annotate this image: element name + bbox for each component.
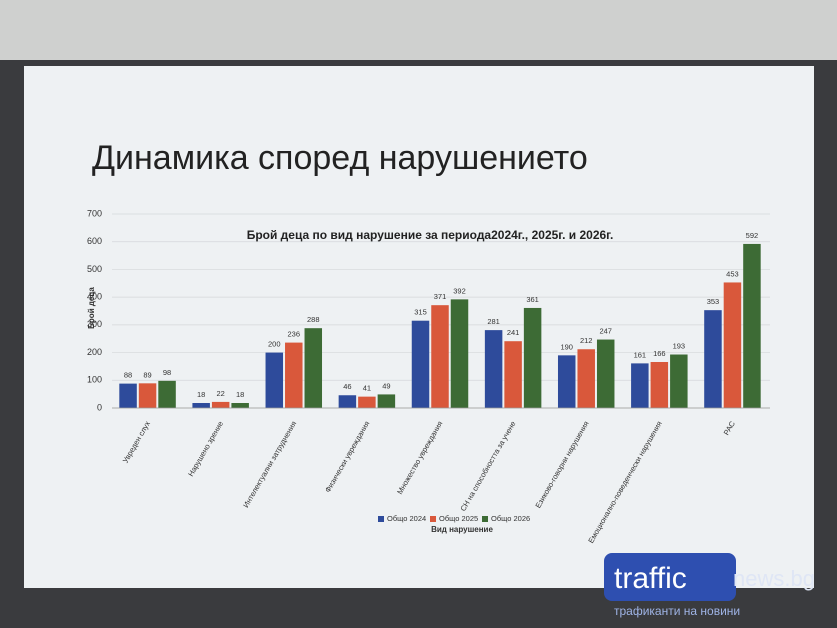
y-tick-label: 100 xyxy=(87,375,102,385)
bar xyxy=(265,352,284,408)
data-label: 212 xyxy=(580,336,593,345)
y-tick-label: 700 xyxy=(87,208,102,218)
bar xyxy=(192,403,210,408)
ceiling xyxy=(0,0,837,60)
bar xyxy=(304,328,323,408)
bar xyxy=(557,355,576,408)
bar xyxy=(158,380,176,408)
bar xyxy=(338,395,357,408)
bar xyxy=(723,282,742,408)
watermark-tagline: трафиканти на новини xyxy=(614,604,740,618)
legend-label: Общо 2025 xyxy=(439,514,478,523)
bar xyxy=(743,243,761,408)
bar xyxy=(450,299,469,408)
bar xyxy=(577,349,595,408)
data-label: 353 xyxy=(707,297,720,306)
y-tick-label: 600 xyxy=(87,236,102,246)
data-label: 361 xyxy=(526,295,539,304)
y-tick-label: 300 xyxy=(87,319,102,329)
bar xyxy=(231,403,249,408)
y-tick-label: 0 xyxy=(97,402,102,412)
data-label: 18 xyxy=(197,390,205,399)
bar xyxy=(411,320,430,408)
bar xyxy=(504,341,522,408)
data-label: 41 xyxy=(363,384,371,393)
bar xyxy=(631,363,649,408)
y-tick-label: 200 xyxy=(87,347,102,357)
chart-title: Брой деца по вид нарушение за периода202… xyxy=(247,228,614,242)
bar xyxy=(523,307,542,408)
bar xyxy=(650,361,669,408)
watermark-badge xyxy=(604,553,736,601)
watermark-suffix: news.bg xyxy=(733,566,815,591)
data-label: 190 xyxy=(560,342,573,351)
data-label: 18 xyxy=(236,390,244,399)
bar xyxy=(704,310,722,408)
bar xyxy=(211,401,230,408)
data-label: 281 xyxy=(487,317,500,326)
data-label: 22 xyxy=(216,389,224,398)
legend-swatch xyxy=(430,516,436,522)
data-label: 89 xyxy=(143,370,151,379)
data-label: 236 xyxy=(288,330,301,339)
data-label: 161 xyxy=(634,350,647,359)
bar xyxy=(138,383,157,408)
bar xyxy=(596,339,615,408)
watermark-brand: traffic xyxy=(614,562,687,595)
y-tick-label: 400 xyxy=(87,292,102,302)
slide-title: Динамика според нарушението xyxy=(92,139,588,177)
data-label: 288 xyxy=(307,315,320,324)
legend-swatch xyxy=(378,516,384,522)
data-label: 98 xyxy=(163,368,171,377)
data-label: 88 xyxy=(124,371,132,380)
data-label: 371 xyxy=(434,292,447,301)
data-label: 46 xyxy=(343,382,351,391)
legend-swatch xyxy=(482,516,488,522)
data-label: 315 xyxy=(414,308,427,317)
legend-label: Общо 2024 xyxy=(387,514,426,523)
legend-label: Общо 2026 xyxy=(491,514,530,523)
data-label: 392 xyxy=(453,286,466,295)
data-label: 193 xyxy=(673,341,686,350)
bar xyxy=(484,330,503,408)
bar xyxy=(285,342,303,408)
bar xyxy=(358,396,376,408)
y-axis-title: Брой деца xyxy=(87,287,96,329)
data-label: 247 xyxy=(599,327,612,336)
bar xyxy=(431,305,449,408)
data-label: 241 xyxy=(507,328,520,337)
bar xyxy=(377,394,396,408)
bar xyxy=(670,354,688,408)
data-label: 166 xyxy=(653,349,666,358)
x-axis-title: Вид нарушение xyxy=(431,525,493,534)
data-label: 453 xyxy=(726,269,739,278)
y-tick-label: 500 xyxy=(87,264,102,274)
data-label: 200 xyxy=(268,340,281,349)
data-label: 592 xyxy=(746,231,759,240)
data-label: 49 xyxy=(382,381,390,390)
bar xyxy=(119,383,137,408)
